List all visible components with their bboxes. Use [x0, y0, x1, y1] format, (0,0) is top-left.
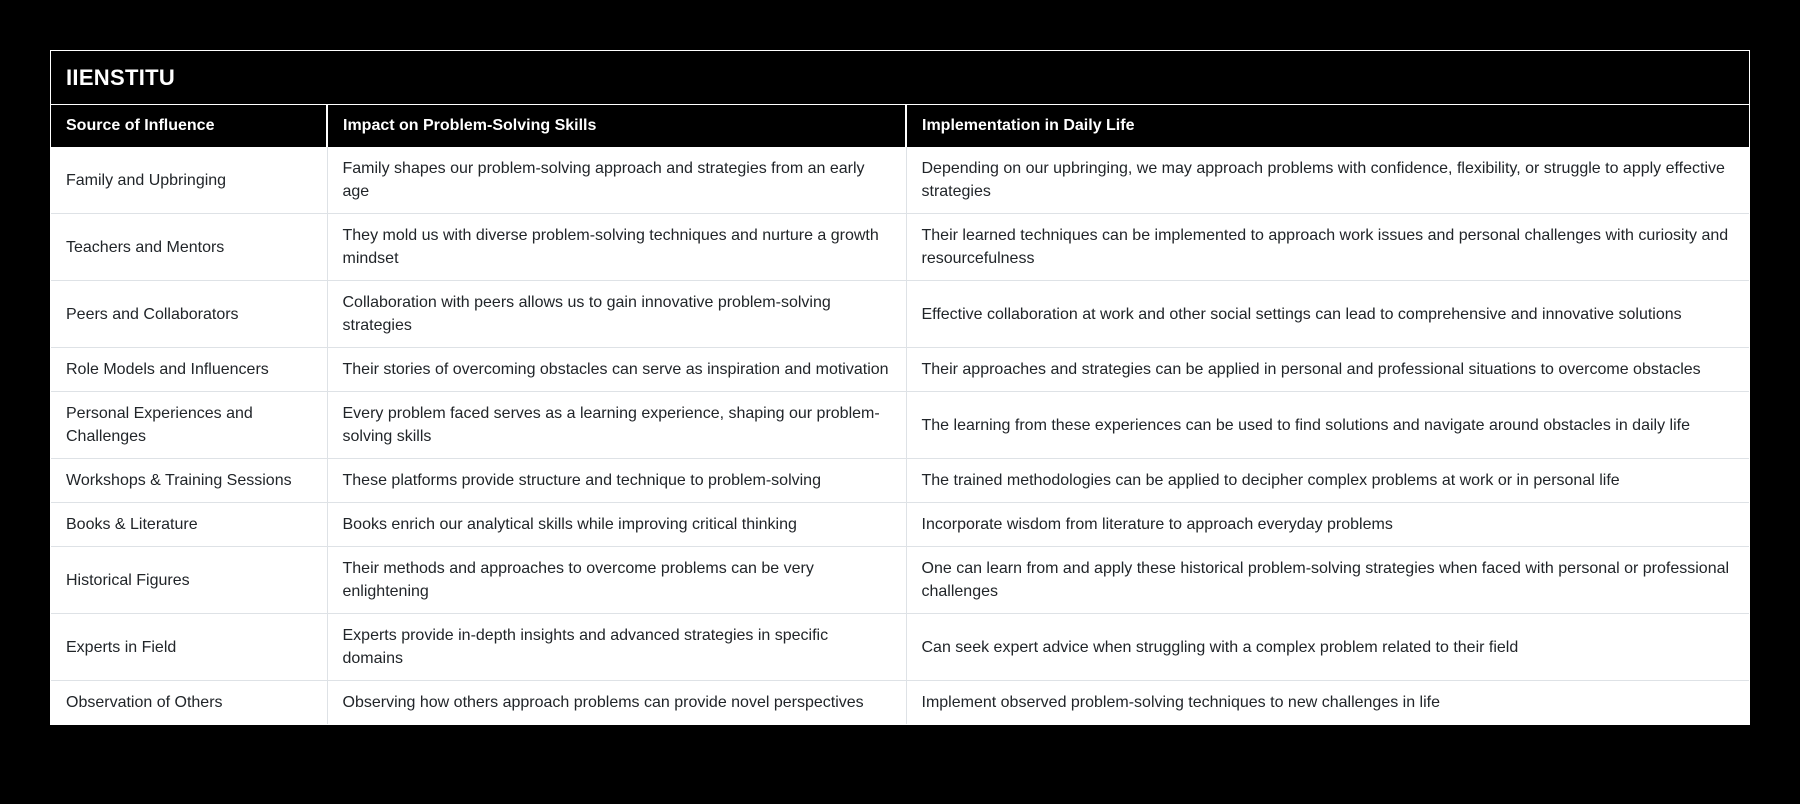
column-header-implementation-in-daily-life: Implementation in Daily Life: [905, 105, 1749, 147]
table-row: Workshops & Training Sessions These platf…: [51, 458, 1749, 503]
table-cell-source: Teachers and Mentors: [51, 213, 327, 281]
table-cell-implementation: Can seek expert advice when struggling w…: [905, 613, 1749, 681]
table-cell-implementation: The trained methodologies can be applied…: [905, 458, 1749, 503]
influence-table: Source of Influence Impact on Problem-So…: [51, 105, 1749, 724]
table-cell-impact: Observing how others approach problems c…: [326, 680, 906, 724]
table-cell-impact: Experts provide in-depth insights and ad…: [326, 613, 906, 681]
table-cell-impact: Books enrich our analytical skills while…: [326, 502, 906, 547]
table-row: Role Models and Influencers Their stories…: [51, 347, 1749, 392]
table-body: Family and Upbringing Family shapes our p…: [51, 147, 1749, 724]
table-cell-implementation: The learning from these experiences can …: [905, 391, 1749, 459]
table-cell-source: Books & Literature: [51, 502, 327, 547]
table-cell-implementation: Effective collaboration at work and othe…: [905, 280, 1749, 348]
table-cell-impact: These platforms provide structure and te…: [326, 458, 906, 503]
table-cell-impact: They mold us with diverse problem-solvin…: [326, 213, 906, 281]
table-cell-implementation: Their learned techniques can be implemen…: [905, 213, 1749, 281]
table-header: Source of Influence Impact on Problem-So…: [51, 105, 1749, 147]
table-row: Teachers and Mentors They mold us with di…: [51, 213, 1749, 281]
table-cell-implementation: Depending on our upbringing, we may appr…: [905, 147, 1749, 214]
column-header-source-of-influence: Source of Influence: [51, 105, 327, 147]
table-cell-impact: Collaboration with peers allows us to ga…: [326, 280, 906, 348]
table-row: Experts in Field Experts provide in-depth…: [51, 613, 1749, 681]
table-cell-source: Workshops & Training Sessions: [51, 458, 327, 503]
table-row: Historical Figures Their methods and appr…: [51, 546, 1749, 614]
table-cell-source: Personal Experiences and Challenges: [51, 391, 327, 459]
table-cell-impact: Every problem faced serves as a learning…: [326, 391, 906, 459]
table-cell-implementation: One can learn from and apply these histo…: [905, 546, 1749, 614]
table-cell-source: Peers and Collaborators: [51, 280, 327, 348]
table-row: Personal Experiences and Challenges Every…: [51, 391, 1749, 459]
table-cell-source: Family and Upbringing: [51, 147, 327, 214]
table-cell-implementation: Their approaches and strategies can be a…: [905, 347, 1749, 392]
table-row: Family and Upbringing Family shapes our p…: [51, 147, 1749, 214]
table-header-row: Source of Influence Impact on Problem-So…: [51, 105, 1749, 147]
table-row: Peers and Collaborators Collaboration wit…: [51, 280, 1749, 348]
page-title: IIENSTITU: [51, 51, 1749, 105]
table-cell-implementation: Implement observed problem-solving techn…: [905, 680, 1749, 724]
influence-table-card: IIENSTITU Source of Influence Impact on …: [50, 50, 1750, 725]
table-row: Books & Literature Books enrich our analy…: [51, 502, 1749, 547]
table-cell-source: Experts in Field: [51, 613, 327, 681]
table-cell-source: Observation of Others: [51, 680, 327, 724]
table-row: Observation of Others Observing how other…: [51, 680, 1749, 724]
column-header-impact-on-problem-solving-skills: Impact on Problem-Solving Skills: [326, 105, 906, 147]
table-cell-implementation: Incorporate wisdom from literature to ap…: [905, 502, 1749, 547]
table-cell-source: Role Models and Influencers: [51, 347, 327, 392]
table-cell-source: Historical Figures: [51, 546, 327, 614]
table-cell-impact: Family shapes our problem-solving approa…: [326, 147, 906, 214]
table-cell-impact: Their methods and approaches to overcome…: [326, 546, 906, 614]
table-cell-impact: Their stories of overcoming obstacles ca…: [326, 347, 906, 392]
